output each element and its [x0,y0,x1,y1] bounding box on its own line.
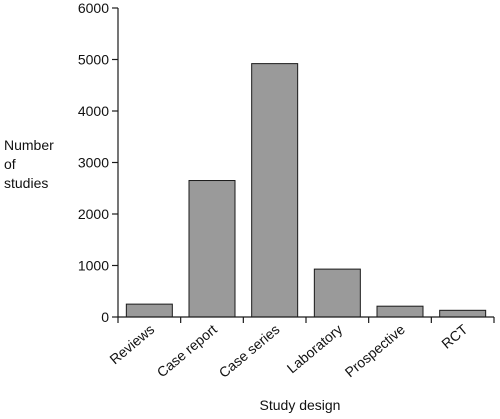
y-tick-label: 4000 [78,103,109,119]
y-axis-title-line: Number [4,137,54,153]
y-tick-label: 0 [101,309,109,325]
x-category-label: Case series [216,321,283,381]
y-axis-title-line: studies [4,175,48,191]
y-axis-title: Number of studies [4,137,54,191]
x-axis-title: Study design [260,397,341,413]
bar-reviews [125,303,173,318]
bar-case-series [251,63,299,318]
bar-case-report [188,180,236,318]
x-category-label: RCT [438,321,471,352]
x-category-label: Case report [154,321,220,380]
bar-laboratory [313,268,361,318]
y-tick-label: 1000 [78,258,109,274]
x-category-label: Laboratory [284,321,346,376]
y-tick-label: 5000 [78,52,109,68]
y-tick-label: 6000 [78,0,109,16]
bar-rct [439,309,487,318]
x-category-label: Prospective [342,321,408,380]
y-axis-title-line: of [4,156,16,172]
bars [125,63,487,318]
y-tick-label: 2000 [78,206,109,222]
x-category-label: Reviews [106,321,157,367]
bar-prospective [376,305,424,318]
y-tick-label: 3000 [78,155,109,171]
y-axis: 0 1000 2000 3000 4000 5000 6000 [78,0,119,325]
